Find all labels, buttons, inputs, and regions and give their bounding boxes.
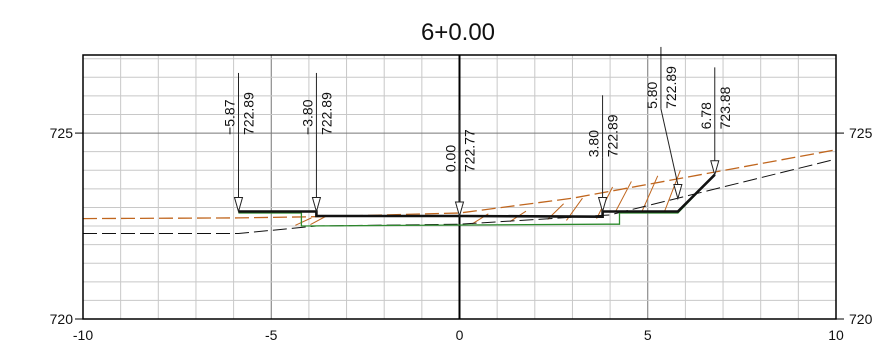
offset-label: −5.87 [221,99,237,135]
y-tick-label-left: 725 [50,125,74,141]
x-tick-label: 5 [644,327,652,343]
offset-label: 3.80 [586,130,602,157]
offset-label: 6.78 [698,102,714,129]
annotation-5: 6.78 723.88 [698,67,733,177]
axis-ticks: -10 -5 0 5 10 720 720 725 725 [50,125,873,343]
arrowhead [233,197,244,214]
elevation-label: 722.89 [605,114,621,157]
x-tick-label: -5 [265,327,278,343]
elevation-label: 722.89 [240,92,256,135]
elevation-label: 722.89 [663,66,679,109]
annotation-1: −3.80 722.89 [299,72,334,214]
y-tick-label-right: 720 [849,311,873,327]
elevation-label: 722.89 [318,92,334,135]
hatch-line [641,175,659,213]
annotation-2: 0.00 722.77 [443,110,478,218]
hatch-line [310,215,327,225]
plot-frame [82,54,837,320]
arrowhead [311,197,322,214]
x-tick-label: 10 [828,327,844,343]
station-title: 6+0.00 [421,19,495,46]
x-tick-label: 0 [456,327,464,343]
y-tick-label-right: 725 [849,125,873,141]
annotation-0: −5.87 722.89 [221,72,256,214]
offset-label: 5.80 [644,81,660,108]
elevation-label: 723.88 [717,86,733,129]
arrowhead [673,184,683,201]
hatch-line [663,170,681,213]
leader-line [660,108,679,185]
hatch-line [614,181,632,213]
offset-label: 0.00 [443,145,459,172]
elevation-label: 722.77 [462,129,478,172]
y-tick-label-left: 720 [50,311,74,327]
annotation-3: 3.80 722.89 [586,95,621,214]
annotation-4: 5.80 722.89 [644,46,683,201]
subgrade-line [238,174,716,227]
offset-label: −3.80 [299,99,315,135]
arrowhead [454,201,465,218]
hatch-line [295,217,312,226]
annotations: −5.87 722.89 −3.80 722.890.00 722.77 3.80 722.… [221,46,733,218]
arrowhead [597,197,608,214]
arrowhead [710,160,720,177]
x-tick-label: -10 [73,327,93,343]
